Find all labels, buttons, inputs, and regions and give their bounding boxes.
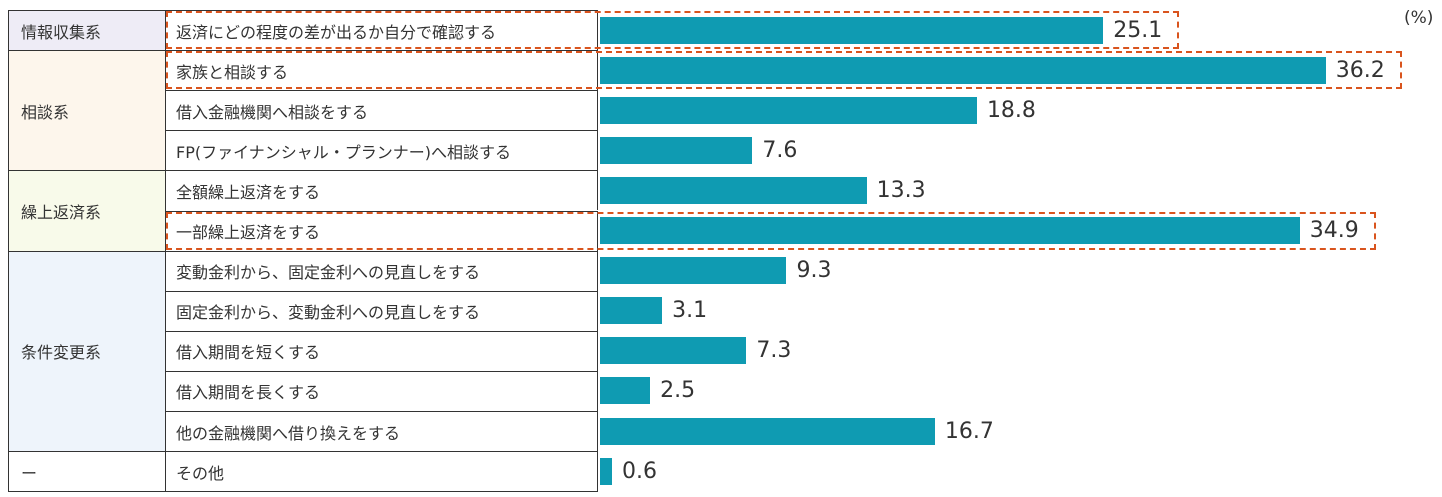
bar (600, 176, 867, 204)
bar (600, 136, 753, 164)
category-group-cell: 条件変更系 (8, 250, 166, 452)
bar-value-label: 16.7 (944, 418, 994, 444)
category-group-cell: 相談系 (8, 50, 166, 171)
bar (600, 377, 651, 405)
bar (600, 457, 613, 485)
category-group-cell: 情報収集系 (8, 10, 166, 51)
item-label-cell: 借入期間を短くする (166, 330, 598, 371)
bar (600, 257, 787, 285)
bar (600, 337, 747, 365)
item-label-cell: 家族と相談する (166, 50, 598, 91)
bar-value-label: 36.2 (1335, 57, 1385, 83)
bar-value-label: 3.1 (672, 298, 708, 324)
category-group-cell: ー (8, 451, 166, 492)
item-label-cell: その他 (166, 451, 598, 492)
bar (600, 56, 1326, 84)
bar (600, 417, 935, 445)
bar-value-label: 25.1 (1113, 17, 1163, 43)
item-label-cell: 一部繰上返済をする (166, 210, 598, 251)
bar (600, 96, 977, 124)
category-group-cell: 繰上返済系 (8, 170, 166, 251)
bar-value-label: 0.6 (622, 458, 658, 484)
table-bottom-border (8, 491, 598, 493)
bar-value-label: 7.3 (756, 338, 792, 364)
item-label-cell: 変動金利から、固定金利への見直しをする (166, 250, 598, 291)
bar-value-label: 34.9 (1309, 218, 1359, 243)
item-label-cell: 全額繰上返済をする (166, 170, 598, 211)
item-label-cell: 固定金利から、変動金利への見直しをする (166, 290, 598, 331)
bar (600, 16, 1104, 44)
item-label-cell: FP(ファイナンシャル・プランナー)へ相談する (166, 130, 598, 171)
bar-value-label: 13.3 (876, 177, 926, 203)
item-label-cell: 返済にどの程度の差が出るか自分で確認する (166, 10, 598, 51)
item-label-cell: 借入期間を長くする (166, 370, 598, 411)
bar-value-label: 18.8 (986, 97, 1036, 123)
bar (600, 297, 663, 325)
item-label-cell: 借入金融機関へ相談をする (166, 90, 598, 131)
bar-value-label: 7.6 (762, 137, 798, 163)
unit-label: (%) (1404, 8, 1434, 28)
bar-value-label: 9.3 (796, 258, 832, 284)
bar (600, 217, 1300, 244)
item-label-cell: 他の金融機関へ借り換えをする (166, 411, 598, 452)
bar-value-label: 2.5 (660, 378, 696, 404)
